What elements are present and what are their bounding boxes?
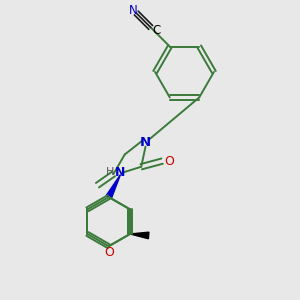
Text: N: N bbox=[129, 4, 138, 17]
Text: O: O bbox=[104, 246, 114, 259]
Text: N: N bbox=[115, 166, 126, 179]
Polygon shape bbox=[130, 232, 149, 239]
Polygon shape bbox=[106, 175, 121, 198]
Text: O: O bbox=[164, 154, 174, 168]
Text: C: C bbox=[152, 24, 160, 37]
Text: H: H bbox=[106, 167, 115, 177]
Text: N: N bbox=[140, 136, 151, 149]
